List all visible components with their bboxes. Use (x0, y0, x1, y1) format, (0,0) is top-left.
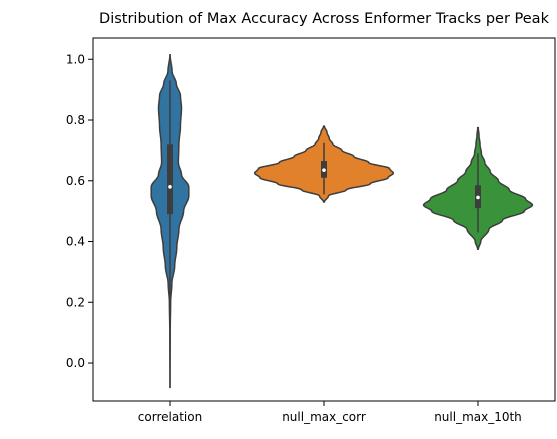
violin-median-marker (322, 168, 326, 172)
y-tick-label: 0.8 (66, 113, 85, 127)
y-tick-label: 0.2 (66, 295, 85, 309)
plot-area (151, 55, 532, 388)
x-tick-label: null_max_corr (282, 410, 366, 424)
x-tick-label: null_max_10th (434, 410, 522, 424)
y-tick-label: 1.0 (66, 52, 85, 66)
x-tick-label: correlation (138, 410, 202, 424)
chart-title: Distribution of Max Accuracy Across Enfo… (99, 11, 550, 27)
y-tick-label: 0.6 (66, 174, 85, 188)
y-tick-label: 0.0 (66, 356, 85, 370)
violin-median-marker (476, 196, 480, 200)
violin-median-marker (168, 185, 172, 189)
y-tick-label: 0.4 (66, 235, 85, 249)
violin-iqr-box (167, 144, 173, 214)
